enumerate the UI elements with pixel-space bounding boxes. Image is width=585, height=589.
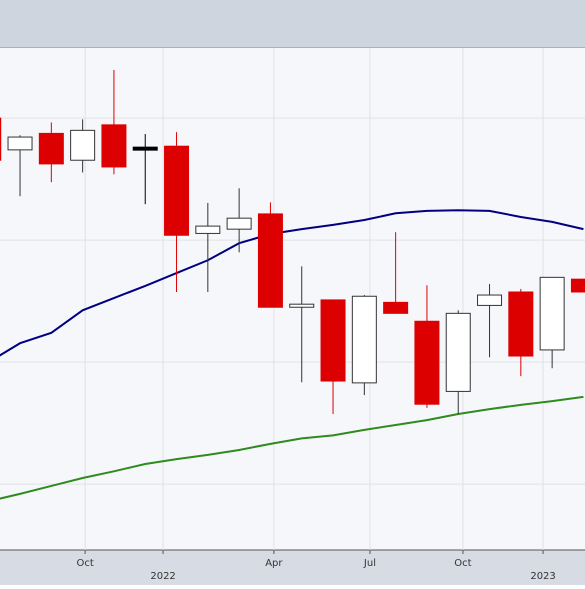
candle-body [195,225,221,234]
x-axis: Oct 2022 Apr Jul Oct 2023 [76,550,556,582]
x-tick-label: 2022 [150,571,175,582]
x-tick-label: 2023 [530,571,555,582]
candle-body [383,301,409,314]
candle-body [164,145,190,236]
candle-body [70,129,96,161]
moving-average-line [0,209,584,357]
moving-average-line [0,395,584,500]
candle-body [289,303,315,308]
candle-body [445,312,471,392]
candle-body [320,299,346,382]
x-tick-label: Jul [363,558,376,569]
candle-body [257,213,283,308]
plot [0,48,585,550]
candle-body [414,320,440,405]
candle-body [570,278,585,293]
candle-body [477,294,503,306]
candle-body [38,132,64,165]
candle-body [539,276,565,351]
x-tick-label: Oct [76,558,93,569]
candle-body [101,124,127,168]
x-tick-label: Oct [454,558,471,569]
candle-body [7,136,33,151]
candle-body [0,117,2,161]
candle-body [132,146,158,151]
header-bar [0,0,585,48]
x-axis-bar [0,550,585,585]
candle-body [351,295,377,384]
candle-body [508,291,534,357]
candle-body [226,217,252,230]
x-tick-label: Apr [265,558,283,569]
